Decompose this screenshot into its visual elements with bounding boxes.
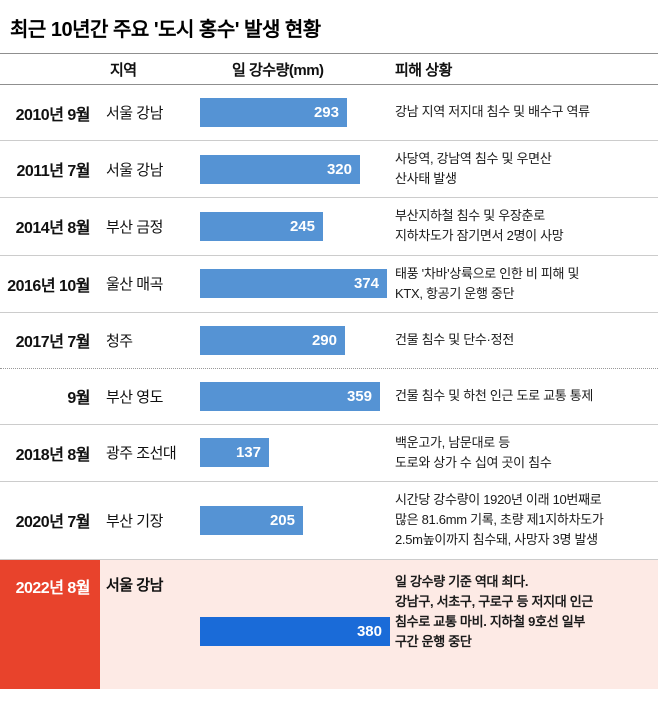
table-row: 2010년 9월 서울 강남 293 강남 지역 저지대 침수 및 배수구 역류 [0, 85, 658, 140]
table-body: 2010년 9월 서울 강남 293 강남 지역 저지대 침수 및 배수구 역류… [0, 85, 658, 689]
table-row: 2022년 8월 서울 강남 380 일 강수량 기준 역대 최다. 강남구, … [0, 558, 658, 689]
table-row: 2018년 8월 광주 조선대 137 백운고가, 남문대로 등 도로와 상가 … [0, 423, 658, 481]
rainfall-value: 245 [289, 217, 315, 235]
table-row: 2020년 7월 부산 기장 205 시간당 강수량이 1920년 이래 10번… [0, 481, 658, 558]
row-date: 2011년 7월 [16, 163, 91, 181]
header-region: 지역 [110, 61, 137, 79]
row-date: 2017년 7월 [15, 334, 91, 352]
row-damage: 태풍 '차바'상륙으로 인한 비 피해 및 KTX, 항공기 운행 중단 [395, 265, 580, 301]
rainfall-bar: 137 [200, 438, 269, 468]
row-region: 청주 [106, 332, 133, 350]
row-date: 9월 [67, 390, 90, 408]
rainfall-bar: 374 [200, 269, 387, 299]
rainfall-value: 290 [311, 331, 337, 349]
row-region: 부산 영도 [106, 388, 163, 406]
header-rainfall: 일 강수량(mm) [232, 61, 324, 79]
rainfall-value: 380 [356, 622, 382, 640]
rainfall-bar: 293 [200, 98, 347, 127]
rainfall-bar: 359 [200, 381, 380, 411]
row-date: 2014년 8월 [15, 220, 91, 238]
header-damage: 피해 상황 [395, 61, 452, 79]
row-region: 울산 매곡 [106, 276, 163, 294]
rainfall-bar-cell: 359 [200, 381, 393, 411]
row-region: 광주 조선대 [106, 445, 177, 463]
row-region: 서울 강남 [106, 161, 163, 179]
rainfall-bar: 205 [200, 505, 303, 535]
table-row: 9월 부산 영도 359 건물 침수 및 하천 인근 도로 교통 통제 [0, 367, 658, 424]
row-damage: 강남 지역 저지대 침수 및 배수구 역류 [395, 104, 590, 120]
rainfall-bar-cell: 205 [200, 505, 393, 535]
rainfall-bar-cell: 245 [200, 211, 393, 241]
rainfall-bar: 320 [200, 154, 360, 184]
rainfall-bar: 245 [200, 211, 323, 241]
row-damage: 일 강수량 기준 역대 최다. 강남구, 서초구, 구로구 등 저지대 인근 침… [395, 573, 594, 649]
row-region: 서울 강남 [106, 105, 163, 122]
row-date: 2020년 7월 [15, 514, 91, 532]
row-damage: 사당역, 강남역 침수 및 우면산 산사태 발생 [395, 151, 552, 187]
rainfall-value: 359 [346, 387, 372, 405]
row-region: 부산 금정 [106, 218, 163, 236]
rainfall-bar: 290 [200, 325, 345, 355]
table-header-row: 지역 일 강수량(mm) 피해 상황 [0, 54, 658, 85]
rainfall-bar-cell: 320 [200, 154, 393, 184]
rainfall-bar-cell: 380 [200, 603, 393, 646]
row-date: 2018년 8월 [15, 446, 91, 464]
rainfall-value: 374 [353, 275, 379, 293]
table-row: 2011년 7월 서울 강남 320 사당역, 강남역 침수 및 우면산 산사태… [0, 140, 658, 197]
rainfall-bar: 380 [200, 616, 390, 646]
rainfall-bar-cell: 293 [200, 98, 393, 127]
row-region: 서울 강남 [106, 576, 163, 594]
row-date: 2016년 10월 [7, 277, 90, 295]
rainfall-value: 205 [269, 511, 295, 529]
row-date: 2022년 8월 [0, 559, 100, 689]
row-damage: 백운고가, 남문대로 등 도로와 상가 수 십여 곳이 침수 [395, 434, 552, 470]
table-row: 2016년 10월 울산 매곡 374 태풍 '차바'상륙으로 인한 비 피해 … [0, 254, 658, 312]
table-row: 2017년 7월 청주 290 건물 침수 및 단수·정전 [0, 311, 658, 368]
row-damage: 부산지하철 침수 및 우장춘로 지하차도가 잠기면서 2명이 사망 [395, 208, 564, 244]
page-title: 최근 10년간 주요 '도시 홍수' 발생 현황 [10, 19, 321, 41]
row-damage: 건물 침수 및 하천 인근 도로 교통 통제 [395, 388, 594, 404]
table-row: 2014년 8월 부산 금정 245 부산지하철 침수 및 우장춘로 지하차도가… [0, 197, 658, 254]
rainfall-bar-cell: 137 [200, 438, 393, 468]
row-region: 부산 기장 [106, 512, 163, 530]
row-damage: 시간당 강수량이 1920년 이래 10번째로 많은 81.6mm 기록, 초량… [395, 492, 604, 548]
rainfall-value: 137 [235, 444, 261, 462]
row-damage: 건물 침수 및 단수·정전 [395, 332, 514, 348]
rainfall-bar-cell: 290 [200, 325, 393, 355]
flood-table: 지역 일 강수량(mm) 피해 상황 2010년 9월 서울 강남 293 강남… [0, 53, 658, 689]
rainfall-bar-cell: 374 [200, 269, 393, 299]
row-date: 2010년 9월 [15, 106, 91, 124]
rainfall-value: 293 [313, 104, 339, 121]
rainfall-value: 320 [326, 160, 352, 178]
